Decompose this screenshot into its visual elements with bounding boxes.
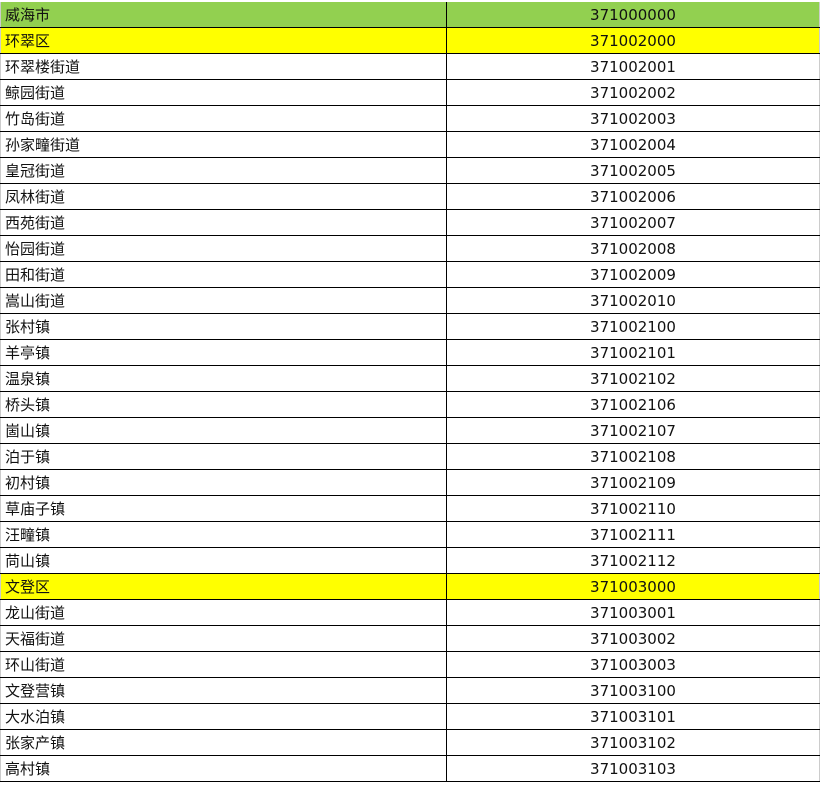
region-code-cell[interactable]: 371002001: [446, 53, 820, 80]
table-row: 威海市 371000000: [0, 2, 820, 28]
region-code-cell[interactable]: 371002004: [446, 131, 820, 158]
table-row: 嵩山街道 371002010: [0, 287, 820, 314]
region-code-cell[interactable]: 371002000: [446, 27, 820, 54]
region-code-cell[interactable]: 371002107: [446, 417, 820, 444]
region-name-cell[interactable]: 怡园街道: [0, 235, 447, 262]
table-row: 初村镇 371002109: [0, 469, 820, 496]
region-name-cell[interactable]: 西苑街道: [0, 209, 447, 236]
table-row: 环翠楼街道 371002001: [0, 53, 820, 80]
region-name-cell[interactable]: 龙山街道: [0, 599, 447, 626]
region-name-cell[interactable]: 皇冠街道: [0, 157, 447, 184]
table-row: 汪疃镇 371002111: [0, 521, 820, 548]
region-name-cell[interactable]: 崮山镇: [0, 417, 447, 444]
region-code-cell[interactable]: 371002110: [446, 495, 820, 522]
table-row: 温泉镇 371002102: [0, 365, 820, 392]
table-row: 凤林街道 371002006: [0, 183, 820, 210]
region-name-cell[interactable]: 田和街道: [0, 261, 447, 288]
region-code-cell[interactable]: 371003100: [446, 677, 820, 704]
region-name-cell[interactable]: 张村镇: [0, 313, 447, 340]
region-code-cell[interactable]: 371002109: [446, 469, 820, 496]
region-code-cell[interactable]: 371002108: [446, 443, 820, 470]
region-code-cell[interactable]: 371002008: [446, 235, 820, 262]
region-name-cell[interactable]: 环翠楼街道: [0, 53, 447, 80]
region-code-cell[interactable]: 371003000: [446, 573, 820, 600]
region-code-cell[interactable]: 371002003: [446, 105, 820, 132]
table-row: 大水泊镇 371003101: [0, 703, 820, 730]
region-code-cell[interactable]: 371002010: [446, 287, 820, 314]
region-name-cell[interactable]: 高村镇: [0, 755, 447, 782]
region-code-cell[interactable]: 371002112: [446, 547, 820, 574]
table-row: 皇冠街道 371002005: [0, 157, 820, 184]
table-row: 草庙子镇 371002110: [0, 495, 820, 522]
table-row: 高村镇 371003103: [0, 755, 820, 782]
table-row: 田和街道 371002009: [0, 261, 820, 288]
table-row: 鲸园街道 371002002: [0, 79, 820, 106]
region-name-cell[interactable]: 环翠区: [0, 27, 447, 54]
region-code-cell[interactable]: 371002102: [446, 365, 820, 392]
table-row: 怡园街道 371002008: [0, 235, 820, 262]
region-code-cell[interactable]: 371002007: [446, 209, 820, 236]
region-name-cell[interactable]: 初村镇: [0, 469, 447, 496]
table-row: 竹岛街道 371002003: [0, 105, 820, 132]
region-code-cell[interactable]: 371003102: [446, 729, 820, 756]
region-name-cell[interactable]: 天福街道: [0, 625, 447, 652]
region-code-cell[interactable]: 371003003: [446, 651, 820, 678]
region-name-cell[interactable]: 桥头镇: [0, 391, 447, 418]
table-row: 孙家疃街道 371002004: [0, 131, 820, 158]
region-code-cell[interactable]: 371002005: [446, 157, 820, 184]
region-code-cell[interactable]: 371002006: [446, 183, 820, 210]
table-row: 张家产镇 371003102: [0, 729, 820, 756]
region-name-cell[interactable]: 鲸园街道: [0, 79, 447, 106]
table-row: 环翠区 371002000: [0, 27, 820, 54]
table-row: 羊亭镇 371002101: [0, 339, 820, 366]
region-name-cell[interactable]: 汪疃镇: [0, 521, 447, 548]
table-row: 桥头镇 371002106: [0, 391, 820, 418]
region-code-cell[interactable]: 371002009: [446, 261, 820, 288]
region-code-cell[interactable]: 371003103: [446, 755, 820, 782]
region-name-cell[interactable]: 威海市: [0, 2, 447, 28]
table-row: 苘山镇 371002112: [0, 547, 820, 574]
region-name-cell[interactable]: 文登营镇: [0, 677, 447, 704]
region-name-cell[interactable]: 大水泊镇: [0, 703, 447, 730]
table-row: 龙山街道 371003001: [0, 599, 820, 626]
region-name-cell[interactable]: 泊于镇: [0, 443, 447, 470]
region-name-cell[interactable]: 凤林街道: [0, 183, 447, 210]
table-row: 泊于镇 371002108: [0, 443, 820, 470]
region-name-cell[interactable]: 嵩山街道: [0, 287, 447, 314]
region-name-cell[interactable]: 羊亭镇: [0, 339, 447, 366]
region-code-cell[interactable]: 371000000: [446, 2, 820, 28]
table-row: 天福街道 371003002: [0, 625, 820, 652]
table-row: 环山街道 371003003: [0, 651, 820, 678]
region-name-cell[interactable]: 竹岛街道: [0, 105, 447, 132]
region-code-cell[interactable]: 371002111: [446, 521, 820, 548]
table-row: 西苑街道 371002007: [0, 209, 820, 236]
region-code-cell[interactable]: 371002101: [446, 339, 820, 366]
region-name-cell[interactable]: 文登区: [0, 573, 447, 600]
region-code-cell[interactable]: 371003002: [446, 625, 820, 652]
region-name-cell[interactable]: 温泉镇: [0, 365, 447, 392]
region-name-cell[interactable]: 草庙子镇: [0, 495, 447, 522]
region-code-cell[interactable]: 371002100: [446, 313, 820, 340]
region-code-cell[interactable]: 371002002: [446, 79, 820, 106]
table-row: 文登区 371003000: [0, 573, 820, 600]
region-name-cell[interactable]: 环山街道: [0, 651, 447, 678]
region-name-cell[interactable]: 孙家疃街道: [0, 131, 447, 158]
region-code-cell[interactable]: 371002106: [446, 391, 820, 418]
region-name-cell[interactable]: 苘山镇: [0, 547, 447, 574]
table-row: 文登营镇 371003100: [0, 677, 820, 704]
region-code-cell[interactable]: 371003101: [446, 703, 820, 730]
region-name-cell[interactable]: 张家产镇: [0, 729, 447, 756]
table-row: 张村镇 371002100: [0, 313, 820, 340]
region-code-cell[interactable]: 371003001: [446, 599, 820, 626]
table-row: 崮山镇 371002107: [0, 417, 820, 444]
